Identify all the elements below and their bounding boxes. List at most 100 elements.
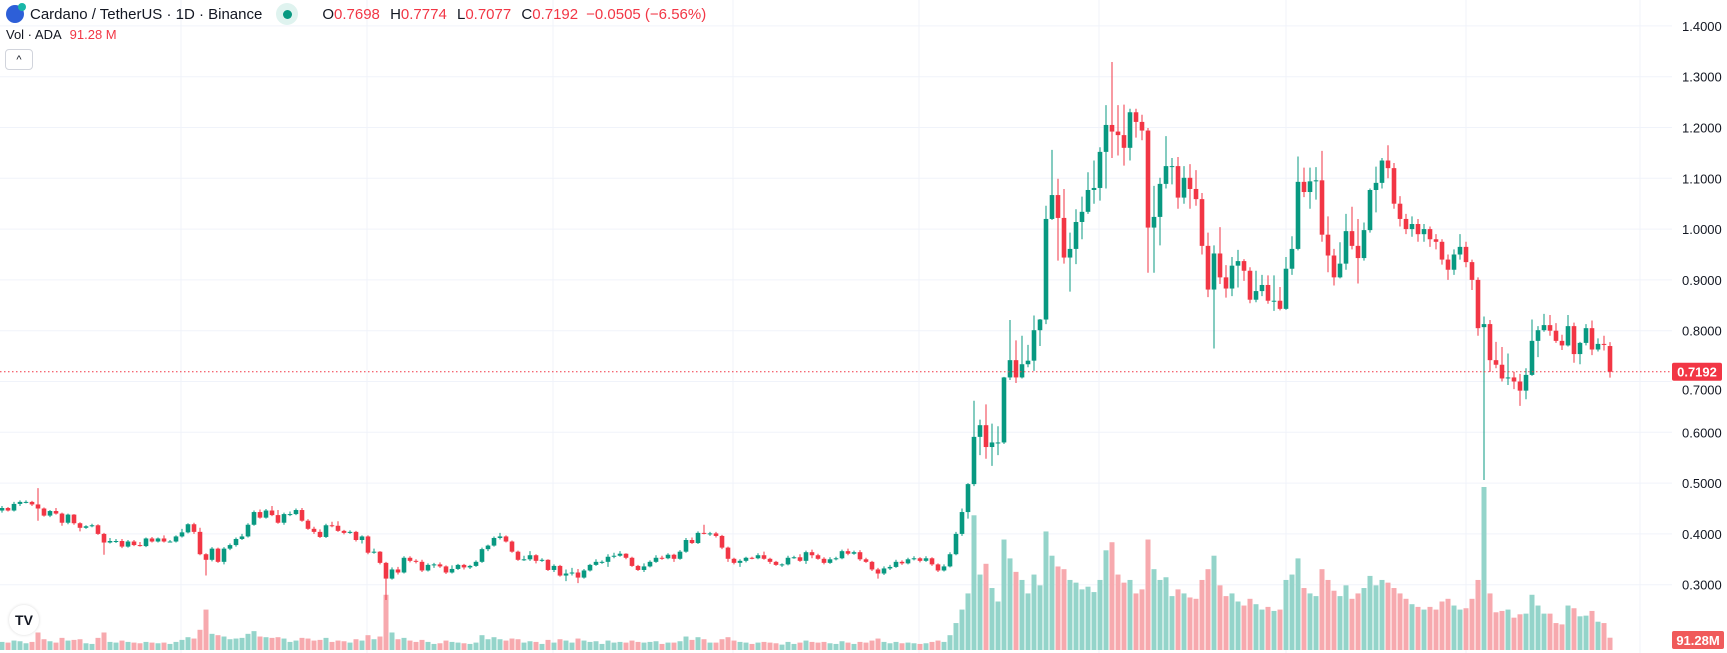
volume-bar — [743, 642, 749, 650]
volume-bar — [893, 641, 899, 650]
volume-bar — [635, 641, 641, 650]
price-tick-label: 0.8000 — [1682, 324, 1722, 339]
candle-body — [1475, 279, 1481, 329]
volume-bar — [977, 574, 983, 650]
volume-bar — [455, 642, 461, 650]
candle-body — [479, 549, 485, 562]
price-tick-label: 0.6000 — [1682, 425, 1722, 440]
candle-body — [1301, 181, 1307, 193]
candle-body — [251, 512, 257, 525]
volume-bar — [185, 637, 191, 650]
volume-bar — [1409, 604, 1415, 650]
volume-bar — [791, 643, 797, 650]
volume-bar — [1337, 596, 1343, 650]
volume-bar — [1055, 566, 1061, 650]
volume-label[interactable]: Vol · ADA — [6, 27, 62, 42]
candle-body — [1607, 346, 1613, 372]
high-value: 0.7774 — [400, 5, 447, 23]
volume-bar — [995, 601, 1001, 650]
candle-body — [227, 545, 233, 549]
volume-bar — [1445, 598, 1451, 650]
volume-bar — [1439, 601, 1445, 650]
price-axis[interactable]: 1.4000 1.3000 1.2000 1.1000 1.0000 0.9000 0.80… — [1682, 19, 1722, 593]
candle-body — [191, 524, 197, 532]
volume-bar — [179, 639, 185, 650]
candle-body — [269, 510, 275, 516]
volume-bar — [161, 642, 167, 650]
candle-body — [1601, 343, 1607, 345]
current-volume-label: 91.28M — [1672, 631, 1724, 649]
candle-body — [1529, 340, 1535, 375]
candle-body — [1211, 253, 1217, 290]
candle-body — [1325, 234, 1331, 256]
candle-body — [155, 538, 161, 542]
market-open-dot-icon[interactable] — [276, 3, 299, 25]
volume-bar — [1397, 593, 1403, 650]
volume-bar — [0, 641, 5, 650]
volume-bar — [839, 641, 845, 650]
volume-bar — [113, 642, 119, 650]
ohlc-values: O0.7698 H0.7774 L0.7077 C0.7192 — [316, 6, 578, 23]
candle-body — [1205, 245, 1211, 290]
volume-bar — [959, 609, 965, 650]
candle-body — [665, 554, 671, 559]
candle-body — [1163, 166, 1169, 184]
symbol-title[interactable]: Cardano / TetherUS · 1D · Binance — [30, 5, 263, 23]
volume-bar — [1529, 594, 1535, 650]
volume-bar — [347, 642, 353, 650]
candle-body — [1175, 166, 1181, 198]
candle-body — [1043, 218, 1049, 320]
candle-body — [143, 538, 149, 547]
collapse-legend-button[interactable]: ^ — [5, 49, 33, 70]
candle-body — [857, 552, 863, 560]
candle-body — [1523, 374, 1529, 391]
candle-body — [215, 548, 221, 562]
candle-body — [77, 523, 83, 528]
candle-body — [611, 555, 617, 557]
volume-bar — [1469, 598, 1475, 650]
current-volume-box — [1672, 631, 1724, 649]
candle-body — [647, 561, 653, 567]
candle-body — [701, 532, 707, 534]
volume-bar — [329, 641, 335, 650]
candle-body — [1121, 135, 1127, 148]
candle-body — [743, 557, 749, 561]
candle-body — [233, 538, 239, 546]
candle-body — [941, 566, 947, 571]
volume-bar — [1181, 593, 1187, 650]
candle-body — [905, 559, 911, 564]
candle-body — [341, 530, 347, 533]
candle-body — [59, 513, 65, 523]
volume-bar — [1421, 609, 1427, 650]
candle-body — [83, 526, 89, 528]
candle-body — [1031, 330, 1037, 361]
candle-body — [311, 528, 317, 532]
candle-body — [575, 572, 581, 578]
volume-bar — [671, 642, 677, 650]
candle-body — [1103, 124, 1109, 152]
volume-bar — [809, 641, 815, 650]
volume-bar — [611, 642, 617, 650]
volume-bar — [971, 515, 977, 650]
tradingview-logo[interactable]: TV — [9, 605, 39, 635]
candle-body — [1499, 364, 1505, 379]
volume-bar — [137, 643, 143, 650]
volume-bar — [1343, 585, 1349, 650]
high-label: H — [390, 5, 401, 23]
volume-bar — [263, 637, 269, 650]
volume-bar — [1583, 615, 1589, 650]
candle-body — [1481, 324, 1487, 328]
candle-body — [785, 557, 791, 565]
candle-body — [173, 536, 179, 542]
price-tick-label: 1.1000 — [1682, 171, 1722, 186]
candle-body — [1505, 377, 1511, 379]
volume-bar — [869, 640, 875, 650]
volume-bar — [887, 643, 893, 650]
volume-bar — [227, 639, 233, 650]
volume-bar — [665, 642, 671, 650]
volume-bar — [779, 644, 785, 650]
volume-bar — [245, 633, 251, 650]
candle-body — [365, 536, 371, 553]
volume-bar — [1205, 569, 1211, 650]
